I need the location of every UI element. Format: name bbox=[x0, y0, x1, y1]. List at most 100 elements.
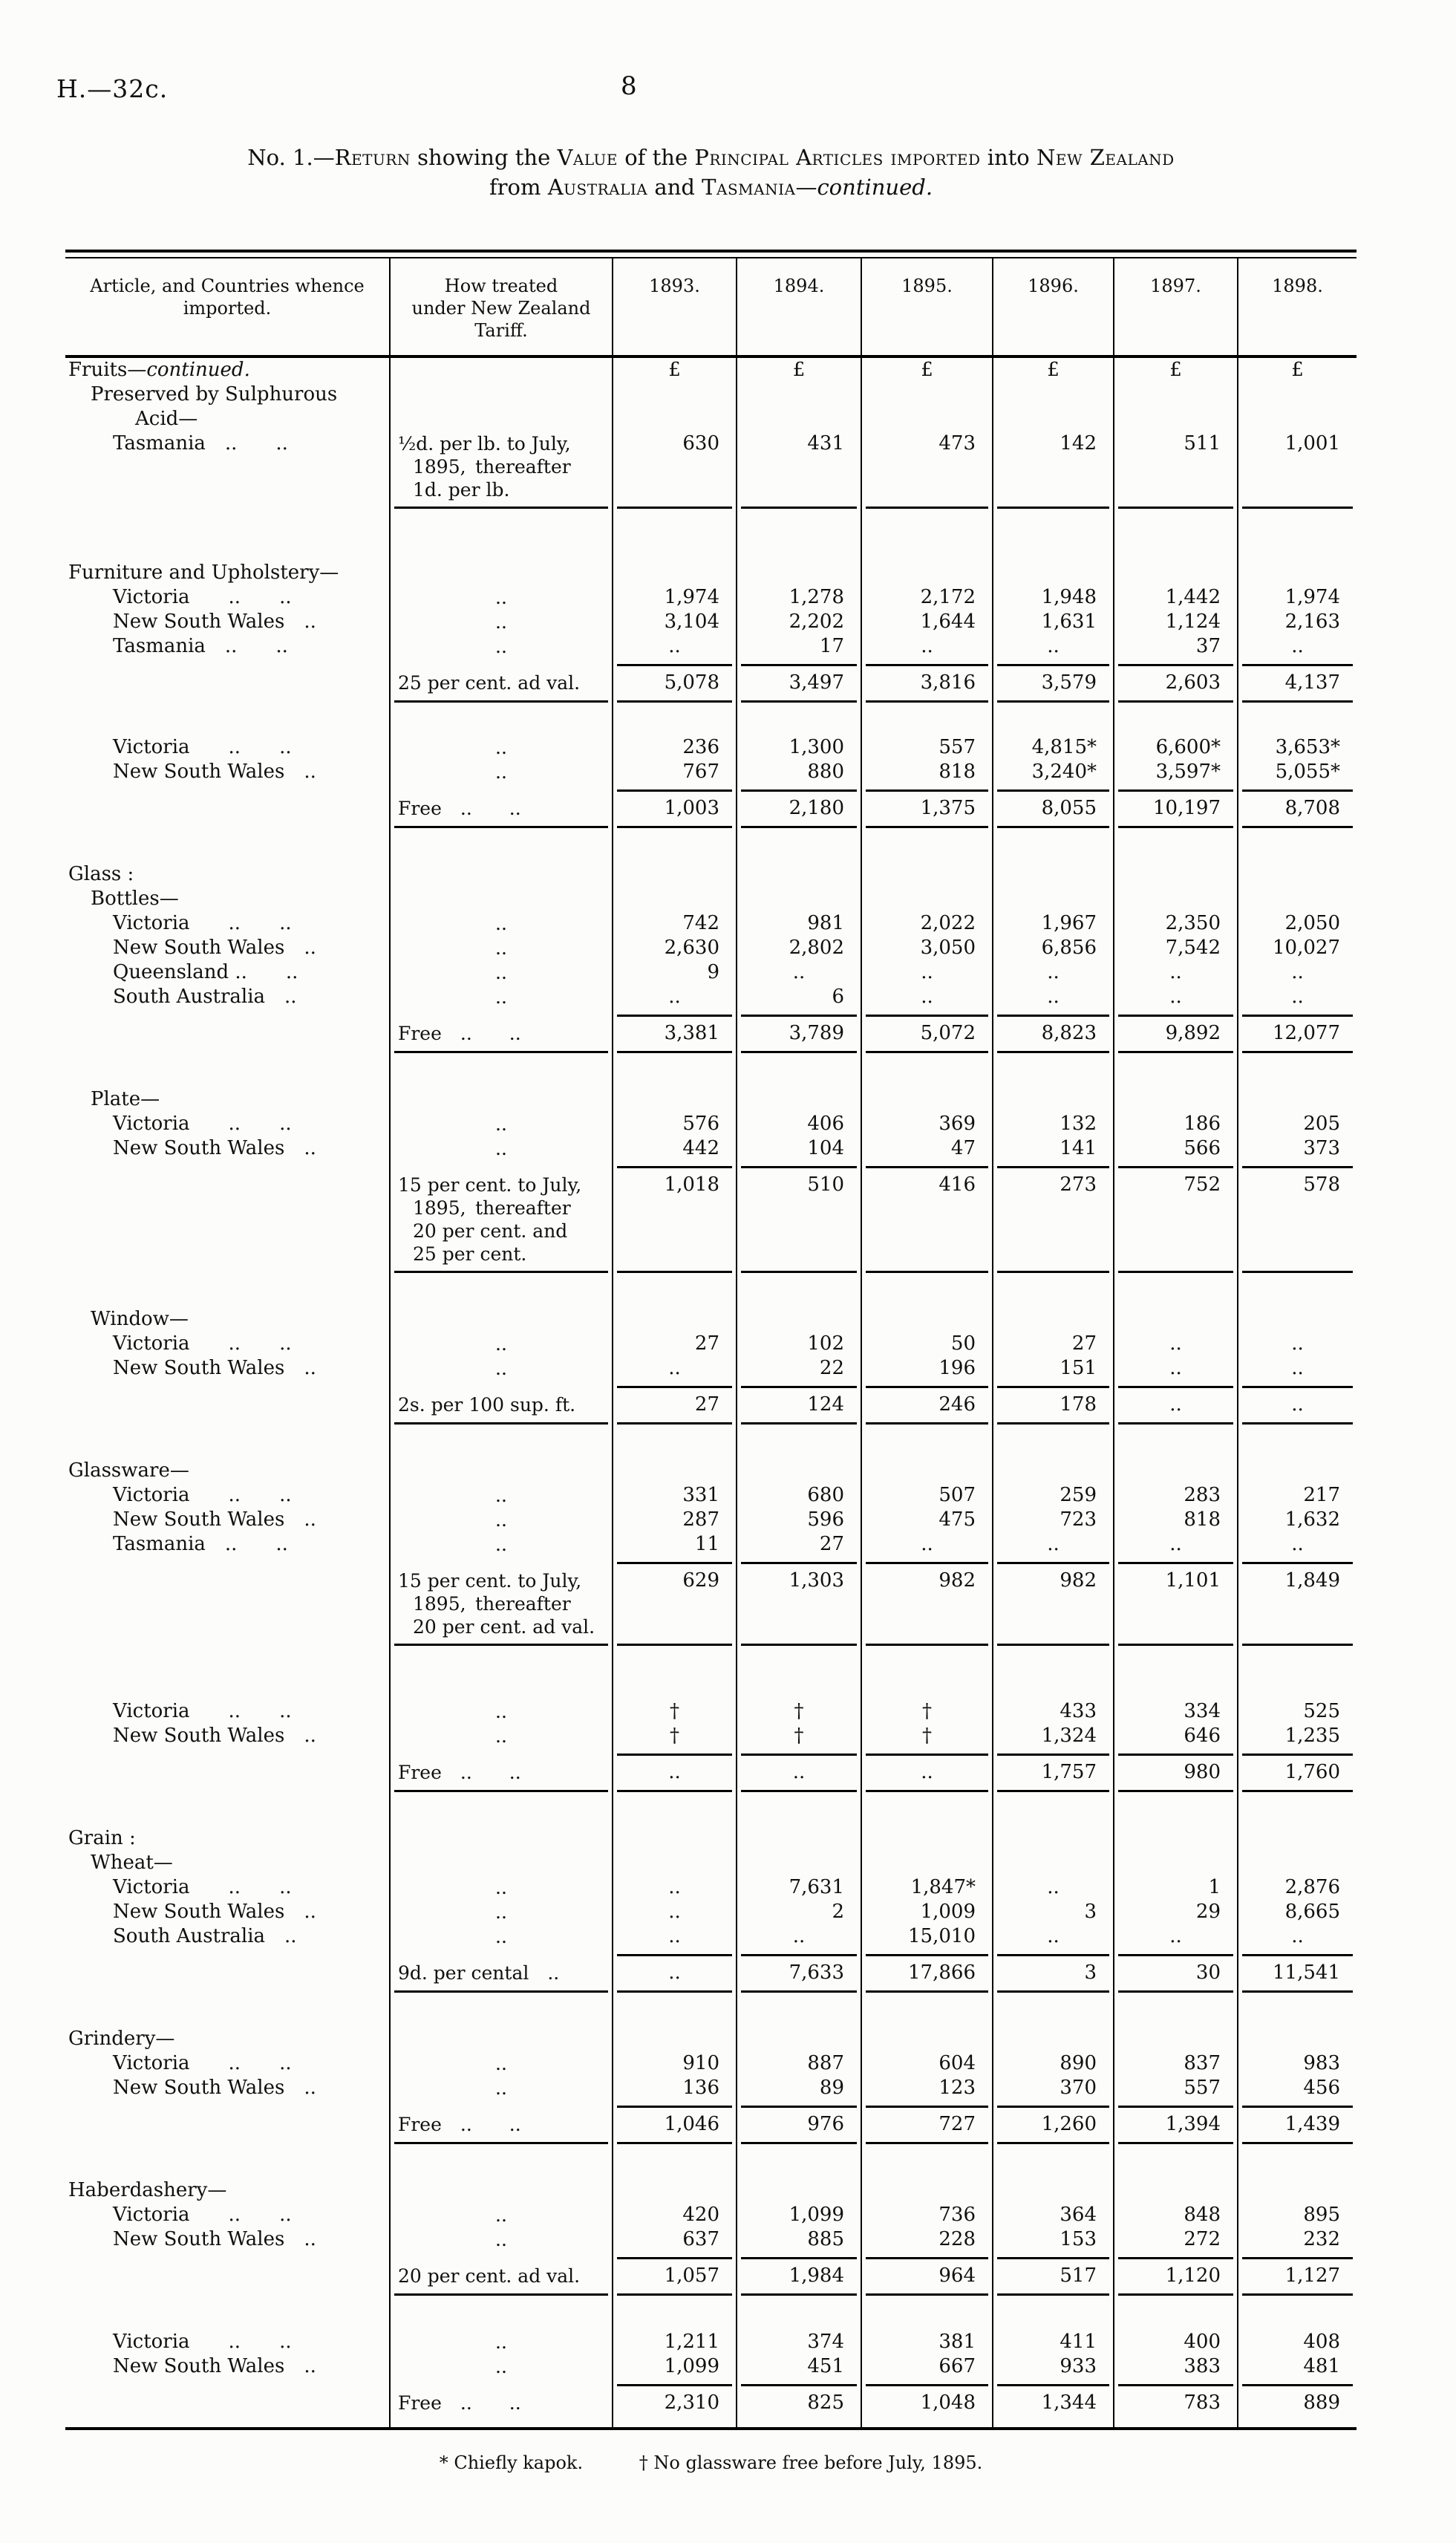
value-cell-1894 bbox=[736, 1009, 861, 1021]
value-cell-1897 bbox=[1113, 2100, 1238, 2112]
value-cell-1894: 510 bbox=[736, 1173, 861, 1266]
sum-line bbox=[617, 1166, 732, 1168]
sum-line bbox=[741, 1166, 857, 1168]
value-cell-1897 bbox=[1113, 2415, 1238, 2429]
value-cell-1897 bbox=[1113, 1638, 1238, 1650]
footnotes: * Chiefly kapok. † No glassware free bef… bbox=[65, 2452, 1357, 2473]
value-cell-1893: 3,104 bbox=[612, 610, 737, 634]
article-cell: Queensland .. .. bbox=[113, 961, 298, 983]
value-cell-1893 bbox=[612, 561, 737, 585]
value-cell-1896: 4,815* bbox=[992, 735, 1114, 760]
value-cell-1897: 2,350 bbox=[1113, 911, 1238, 936]
title-segment: and bbox=[647, 175, 702, 200]
value-cell-1896 bbox=[992, 1307, 1114, 1332]
value-cell-1894: 374 bbox=[736, 2330, 861, 2354]
sum-line bbox=[1242, 2384, 1353, 2386]
value-cell-1896: 433 bbox=[992, 1699, 1114, 1724]
value-cell-1894 bbox=[736, 2027, 861, 2051]
value-cell-1898 bbox=[1237, 1307, 1357, 1332]
value-cell-1898: 889 bbox=[1237, 2391, 1357, 2415]
sum-line bbox=[1242, 2142, 1353, 2144]
sum-line bbox=[1118, 1990, 1233, 1993]
sum-line bbox=[997, 789, 1109, 792]
value-cell-1893 bbox=[612, 2252, 737, 2264]
value-cell-1898: .. bbox=[1237, 985, 1357, 1009]
value-cell-1898: 1,974 bbox=[1237, 585, 1357, 610]
value-cell-1897 bbox=[1113, 2252, 1238, 2264]
value-cell-1896: 8,823 bbox=[992, 1021, 1114, 1046]
value-cell-1894: 17 bbox=[736, 634, 861, 659]
value-cell-1894: 1,278 bbox=[736, 585, 861, 610]
value-cell-1893 bbox=[612, 1417, 737, 1429]
value-cell-1893 bbox=[612, 2027, 737, 2051]
sum-line bbox=[997, 1386, 1109, 1388]
report-title: No. 1.—Return showing the Value of the P… bbox=[65, 143, 1357, 202]
value-cell-1896 bbox=[992, 1851, 1114, 1875]
sum-line bbox=[617, 1271, 732, 1273]
report-title-line2: from Australia and Tasmania—continued. bbox=[65, 172, 1357, 202]
value-cell-1896: 141 bbox=[992, 1136, 1114, 1161]
value-cell-1895 bbox=[861, 2149, 993, 2178]
table-row: New South Wales .... 1,099 451 667 933 383 481 bbox=[65, 2354, 1357, 2379]
value-cell-1893: 1,099 bbox=[612, 2354, 737, 2379]
article-cell bbox=[65, 671, 390, 695]
spacer-row bbox=[65, 1277, 1357, 1307]
table-row: Grindery— bbox=[65, 2027, 1357, 2051]
value-cell-1894 bbox=[736, 1851, 861, 1875]
sum-line bbox=[866, 1422, 988, 1424]
sum-line bbox=[617, 664, 732, 666]
tariff-cell: .. bbox=[389, 610, 613, 634]
tariff-cell: .. bbox=[389, 2227, 613, 2252]
table-top-rule bbox=[65, 250, 1357, 253]
article-text: Fruits— bbox=[68, 359, 147, 381]
value-cell-1896: 178 bbox=[992, 1393, 1114, 1417]
tariff-cell bbox=[389, 821, 613, 833]
article-cell bbox=[65, 1417, 390, 1429]
value-cell-1897: 6,600* bbox=[1113, 735, 1238, 760]
title-segment: continued. bbox=[817, 175, 933, 200]
value-cell-1893 bbox=[612, 862, 737, 887]
article-cell bbox=[65, 2149, 390, 2178]
article-cell bbox=[65, 1569, 390, 1638]
value-cell-1898 bbox=[1237, 1277, 1357, 1307]
tariff-cell bbox=[389, 1417, 613, 1429]
value-cell-1896: 3 bbox=[992, 1961, 1114, 1985]
value-cell-1896: 151 bbox=[992, 1356, 1114, 1381]
value-cell-1898: .. bbox=[1237, 1356, 1357, 1381]
value-cell-1898 bbox=[1237, 501, 1357, 513]
value-cell-1897: 9,892 bbox=[1113, 1021, 1238, 1046]
value-cell-1898 bbox=[1237, 821, 1357, 833]
header-year-1897: 1897. bbox=[1113, 258, 1238, 358]
value-cell-1893: 9 bbox=[612, 960, 737, 985]
sum-line bbox=[866, 2142, 988, 2144]
tariff-cell: .. bbox=[389, 2051, 613, 2076]
tariff-cell bbox=[389, 784, 613, 796]
table-row: Victoria .. .... 236 1,300 557 4,815* 6,600* 3… bbox=[65, 735, 1357, 760]
sum-line bbox=[617, 1954, 732, 1956]
article-cell bbox=[65, 784, 390, 796]
table-row: 2s. per 100 sup. ft. 27 124 246 178.... bbox=[65, 1393, 1357, 1417]
value-cell-1895 bbox=[861, 1985, 993, 1997]
table-row: South Australia ...... 6........ bbox=[65, 985, 1357, 1009]
sum-line bbox=[1242, 2257, 1353, 2259]
value-cell-1896 bbox=[992, 2100, 1114, 2112]
value-cell-1894: £ bbox=[736, 356, 861, 382]
sum-line bbox=[997, 507, 1109, 509]
table-row: 9d. per cental .... 7,633 17,866 3 30 11,541 bbox=[65, 1961, 1357, 1985]
value-cell-1893 bbox=[612, 833, 737, 862]
value-cell-1898 bbox=[1237, 2100, 1357, 2112]
value-cell-1898 bbox=[1237, 1650, 1357, 1699]
value-cell-1894: .. bbox=[736, 1760, 861, 1785]
footnote-glassware: † No glassware free before July, 1895. bbox=[639, 2452, 983, 2473]
value-cell-1896: 1,631 bbox=[992, 610, 1114, 634]
article-cell: New South Wales .. bbox=[113, 2228, 316, 2250]
table-row: Victoria .. .... 331 680 507 259 283 217 bbox=[65, 1483, 1357, 1508]
value-cell-1894 bbox=[736, 1277, 861, 1307]
page-number: 8 bbox=[621, 71, 637, 101]
value-cell-1893: .. bbox=[612, 1961, 737, 1985]
tariff-cell: .. bbox=[389, 2076, 613, 2100]
value-cell-1895 bbox=[861, 2288, 993, 2300]
value-cell-1895 bbox=[861, 407, 993, 432]
value-cell-1895: 2,022 bbox=[861, 911, 993, 936]
tariff-cell bbox=[389, 862, 613, 887]
